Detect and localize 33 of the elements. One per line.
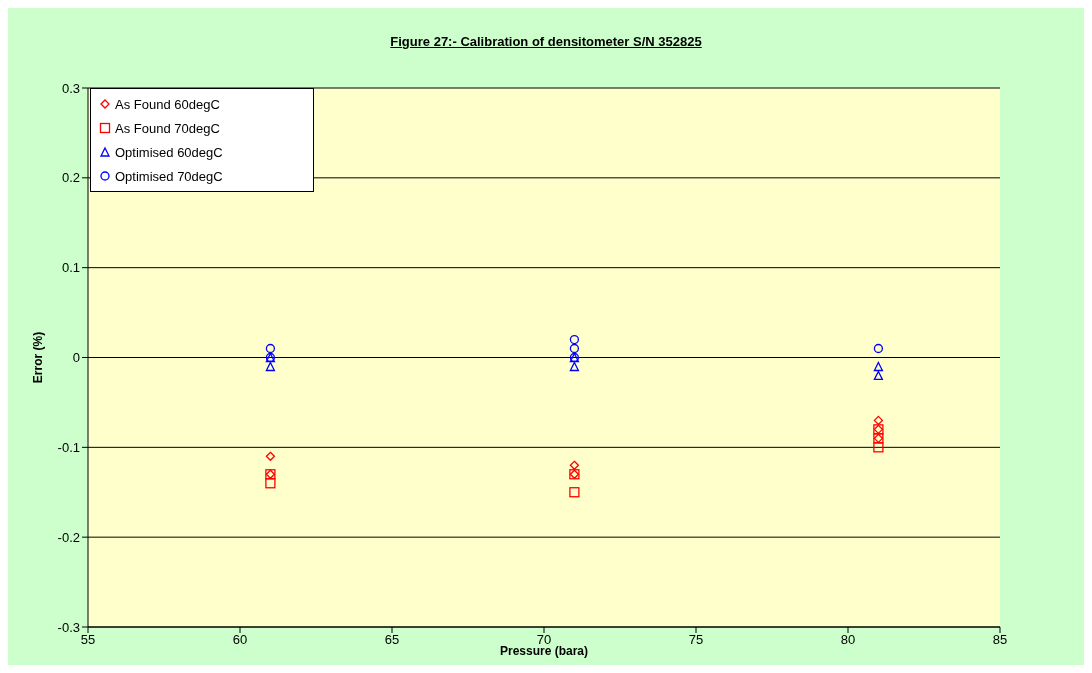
x-tick-label: 80	[840, 632, 856, 648]
point	[569, 460, 580, 470]
legend-label: As Found 60degC	[115, 96, 220, 112]
chart-title: Figure 27:- Calibration of densitometer S/N 352825	[389, 34, 703, 49]
y-tick-label: 0.3	[61, 80, 80, 96]
legend-label: Optimised 70degC	[115, 168, 223, 184]
x-tick-label: 60	[232, 632, 248, 648]
point	[265, 361, 276, 372]
point	[265, 451, 276, 461]
point	[265, 478, 276, 489]
legend-label: Optimised 60degC	[115, 144, 223, 160]
point	[569, 343, 580, 354]
point	[873, 442, 884, 453]
x-tick-label: 75	[688, 632, 704, 648]
legend-label: As Found 70degC	[115, 120, 220, 136]
point	[873, 415, 884, 426]
y-tick-label: 0.1	[61, 260, 80, 276]
point	[265, 343, 276, 354]
x-tick-label: 55	[80, 632, 96, 648]
x-tick-label: 85	[992, 632, 1008, 648]
point	[873, 361, 884, 372]
x-tick-label: 65	[384, 632, 400, 648]
point	[873, 343, 884, 354]
y-tick-label: 0.2	[61, 170, 80, 186]
y-tick-label: -0.3	[57, 619, 80, 635]
point	[569, 487, 580, 498]
point	[569, 361, 580, 372]
point	[569, 334, 580, 345]
y-tick-label: 0	[72, 350, 80, 366]
point	[873, 370, 884, 381]
y-tick-label: -0.1	[57, 439, 80, 455]
y-axis-title: Error (%)	[31, 331, 46, 384]
y-tick-label: -0.2	[57, 529, 80, 545]
